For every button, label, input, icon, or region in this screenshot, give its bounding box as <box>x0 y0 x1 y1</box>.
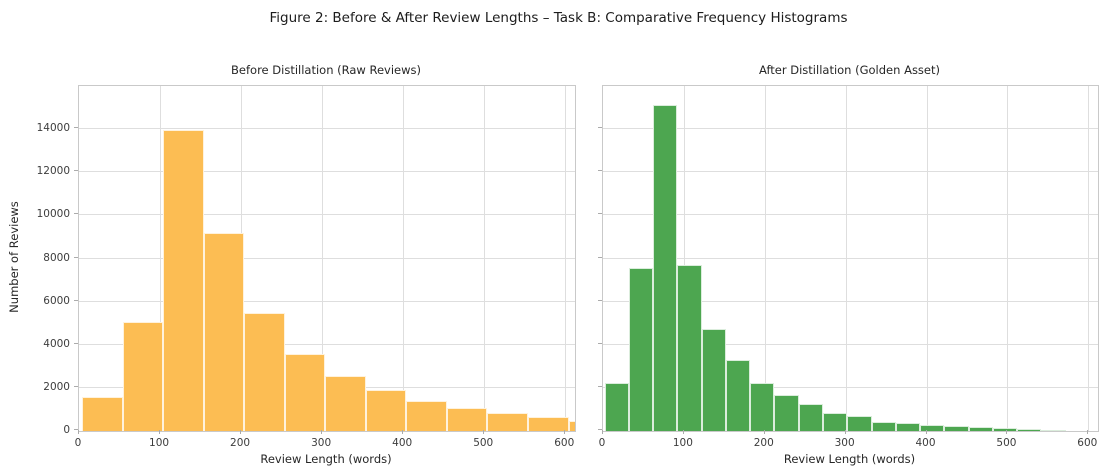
histogram-bar <box>725 359 751 431</box>
histogram-bar <box>122 322 164 431</box>
histogram-bar <box>774 395 799 431</box>
histogram-bar <box>406 400 447 431</box>
histogram-bar <box>487 413 528 431</box>
histogram-bar <box>244 313 285 431</box>
gridline-y <box>603 128 1098 130</box>
y-axis-label: Number of Reviews <box>7 201 21 313</box>
gridline-y <box>603 257 1098 259</box>
gridline-x <box>845 86 847 431</box>
gridline-y <box>603 171 1098 173</box>
x-tick-label: 200 <box>230 437 251 449</box>
x-axis-label-before: Review Length (words) <box>260 452 392 466</box>
x-axis-label-after: Review Length (words) <box>783 452 916 466</box>
gridline-x <box>926 86 928 431</box>
histogram-bar <box>920 424 945 431</box>
gridline-x <box>683 86 685 431</box>
histogram-bar <box>446 408 488 431</box>
histogram-bar <box>1017 429 1042 431</box>
histogram-bar <box>992 427 1018 431</box>
x-tick-label: 500 <box>473 437 494 449</box>
histogram-bar <box>653 105 678 431</box>
gridline-y <box>603 343 1098 345</box>
histogram-bar <box>325 376 366 431</box>
histogram-bar <box>823 412 848 431</box>
histogram-bar <box>1041 430 1066 431</box>
gridline-y <box>79 214 575 216</box>
histogram-bar <box>871 421 896 431</box>
gridline-x <box>484 86 486 431</box>
histogram-bar <box>365 390 407 431</box>
gridline-x <box>403 86 405 431</box>
gridline-y <box>603 214 1098 216</box>
gridline-y <box>79 300 575 302</box>
x-tick-label: 400 <box>392 437 413 449</box>
y-tick-label: 10000 <box>36 208 70 221</box>
histogram-bar <box>568 421 575 431</box>
gridline-y <box>79 257 575 259</box>
y-tick-label: 12000 <box>36 165 70 178</box>
x-tick-label: 0 <box>74 437 82 449</box>
x-tick-label: 100 <box>149 437 170 449</box>
y-tick-label: 2000 <box>43 380 70 393</box>
histogram-bar <box>203 232 245 431</box>
histogram-bar <box>628 268 654 431</box>
histogram-bar <box>968 426 993 431</box>
x-tick-label: 300 <box>834 437 855 449</box>
histogram-bar <box>798 404 823 431</box>
histogram-bar <box>82 397 123 431</box>
histogram-bar <box>677 264 702 431</box>
histogram-bar <box>944 426 969 431</box>
x-tick-label: 300 <box>311 437 332 449</box>
figure-title: Figure 2: Before & After Review Lengths … <box>269 10 848 26</box>
gridline-y <box>79 128 575 130</box>
gridline-y <box>79 171 575 173</box>
gridline-x <box>764 86 766 431</box>
histogram-bar <box>701 328 726 431</box>
gridline-x <box>1007 86 1009 431</box>
x-tick-label: 400 <box>915 437 936 449</box>
y-tick-label: 6000 <box>43 294 70 307</box>
histogram-bar <box>895 422 921 431</box>
histogram-bar <box>847 416 872 431</box>
x-tick-label: 200 <box>753 437 774 449</box>
subplot-title-after: After Distillation (Golden Asset) <box>758 63 940 77</box>
gridline-x <box>1088 86 1090 431</box>
gridline-y <box>79 343 575 345</box>
x-tick-label: 600 <box>1077 437 1098 449</box>
histogram-bar <box>284 354 326 431</box>
histogram-bar <box>527 417 569 431</box>
gridline-x <box>160 86 162 431</box>
axes-before-distillation <box>78 85 576 432</box>
y-tick-label: 4000 <box>43 337 70 350</box>
gridline-x <box>322 86 324 431</box>
histogram-bar <box>750 382 775 431</box>
x-tick-label: 500 <box>996 437 1017 449</box>
x-tick-label: 100 <box>672 437 693 449</box>
y-tick-label: 14000 <box>36 122 70 135</box>
gridline-y <box>603 300 1098 302</box>
axes-after-distillation <box>602 85 1099 432</box>
gridline-x <box>565 86 567 431</box>
histogram-bar <box>163 130 204 431</box>
subplot-title-before: Before Distillation (Raw Reviews) <box>231 63 421 77</box>
y-tick-label: 8000 <box>43 251 70 264</box>
x-tick-label: 0 <box>598 437 606 449</box>
histogram-bar <box>604 382 629 431</box>
gridline-y <box>603 386 1098 388</box>
y-tick-label: 0 <box>63 424 70 436</box>
x-tick-label: 600 <box>554 437 575 449</box>
